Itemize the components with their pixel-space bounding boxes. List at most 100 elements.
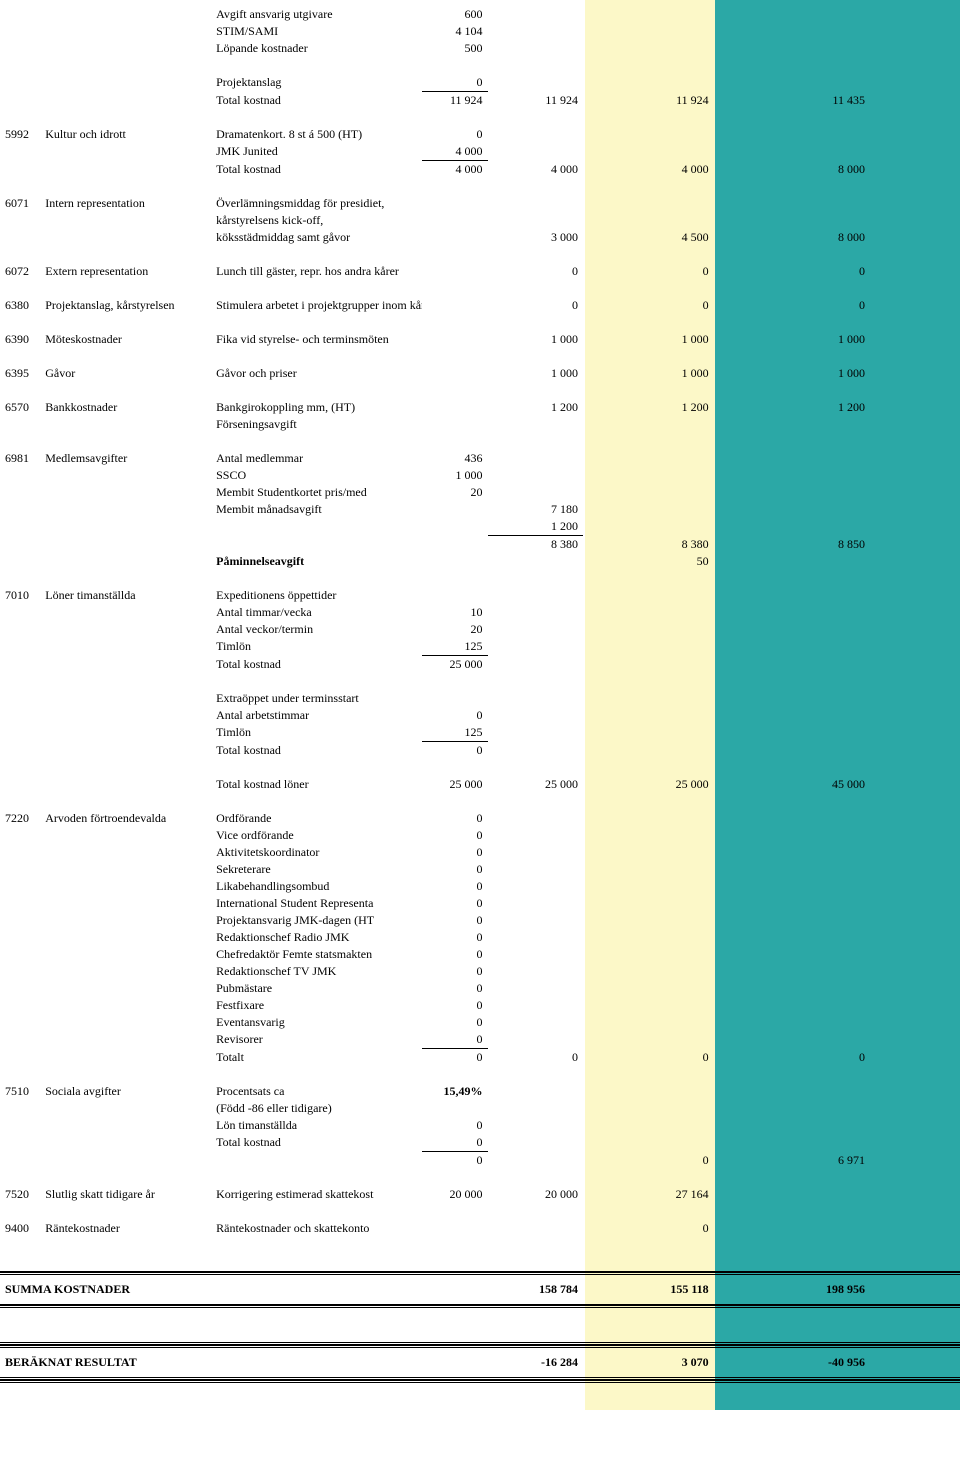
val: 15,49% [422,1083,487,1100]
val: 1 000 [488,365,583,382]
val: 0 [422,1031,487,1049]
label: Ordförande [216,810,422,827]
val: 25 000 [422,776,487,793]
val: 1 200 [488,399,583,416]
val: 1 000 [583,365,714,382]
label: Avgift ansvarig utgivare [216,6,422,23]
summa-label: SUMMA KOSTNADER [0,1281,216,1298]
val: 1 000 [422,467,487,484]
val: 1 000 [583,331,714,348]
code: 6380 [0,297,45,314]
val: 45 000 [714,776,960,793]
val: 1 000 [488,331,583,348]
title: Sociala avgifter [45,1083,216,1100]
val: 8 380 [488,536,583,554]
val: 158 784 [488,1281,583,1298]
label: Förseningsavgift [216,416,422,433]
val: 1 200 [714,399,960,416]
label: Antal veckor/termin [216,621,422,638]
label: Lunch till gäster, repr. hos andra kårer [216,263,422,280]
label: Revisorer [216,1031,422,1049]
title: Extern representation [45,263,216,280]
val: 0 [422,827,487,844]
val: 8 850 [714,536,960,554]
label: Total kostnad [216,92,422,110]
val: 0 [583,1220,714,1237]
label: Lön timanställda [216,1117,422,1134]
label: Membit Studentkortet pris/med [216,484,422,501]
label: Projektansvarig JMK-dagen (HT [216,912,422,929]
val: 6 971 [714,1152,960,1170]
val: 1 200 [583,399,714,416]
val: 0 [422,742,487,760]
val: 436 [422,450,487,467]
code: 7220 [0,810,45,827]
code: 6071 [0,195,45,212]
val: 20 000 [488,1186,583,1203]
val: 20 000 [422,1186,487,1203]
label: JMK Junited [216,143,422,161]
label: Festfixare [216,997,422,1014]
val: 4 000 [422,143,487,161]
val: 0 [422,997,487,1014]
code: 5992 [0,126,45,143]
val: 20 [422,484,487,501]
val: 0 [422,912,487,929]
label: Total kostnad löner [216,776,422,793]
val: 155 118 [583,1281,714,1298]
val: 3 070 [583,1354,714,1371]
val: 0 [422,861,487,878]
val: 0 [422,810,487,827]
label: Räntekostnader och skattekonto [216,1220,422,1237]
label: Bankgirokoppling mm, (HT) [216,399,422,416]
val: 125 [422,724,487,742]
label: Påminnelseavgift [216,553,422,570]
val: 4 104 [422,23,487,40]
label: Korrigering estimerad skattekost [216,1186,422,1203]
code: 6390 [0,331,45,348]
label: Membit månadsavgift [216,501,422,518]
title: Arvoden förtroendevalda [45,810,216,827]
val: 1 200 [488,518,583,536]
label: Gåvor och priser [216,365,422,382]
val: -16 284 [488,1354,583,1371]
title: Medlemsavgifter [45,450,216,467]
val: 25 000 [488,776,583,793]
val: 125 [422,638,487,656]
label: SSCO [216,467,422,484]
title: Slutlig skatt tidigare år [45,1186,216,1203]
label: köksstädmiddag samt gåvor [216,229,422,246]
val: 0 [488,1049,583,1067]
val: 0 [422,1117,487,1134]
val: 0 [488,297,583,314]
val: 0 [422,895,487,912]
val: 0 [422,74,487,92]
code: 6395 [0,365,45,382]
label: STIM/SAMI [216,23,422,40]
val: 0 [422,844,487,861]
label: Chefredaktör Femte statsmakten [216,946,422,963]
code: 7510 [0,1083,45,1100]
val: 25 000 [422,656,487,674]
val: 0 [714,1049,960,1067]
val: 3 000 [488,229,583,246]
label: Vice ordförande [216,827,422,844]
val: 7 180 [488,501,583,518]
label: (Född -86 eller tidigare) [216,1100,422,1117]
val: 0 [714,297,960,314]
val: 4 000 [488,161,583,179]
val: 0 [422,946,487,963]
val: 0 [422,1134,487,1152]
label: Pubmästare [216,980,422,997]
val: 0 [422,929,487,946]
label: Sekreterare [216,861,422,878]
label: Likabehandlingsombud [216,878,422,895]
code: 6981 [0,450,45,467]
label: Antal medlemmar [216,450,422,467]
label: Total kostnad [216,742,422,760]
val: 0 [422,980,487,997]
code: 7010 [0,587,45,604]
label: Fika vid styrelse- och terminsmöten [216,331,422,348]
title: Intern representation [45,195,216,212]
label: Redaktionschef TV JMK [216,963,422,980]
